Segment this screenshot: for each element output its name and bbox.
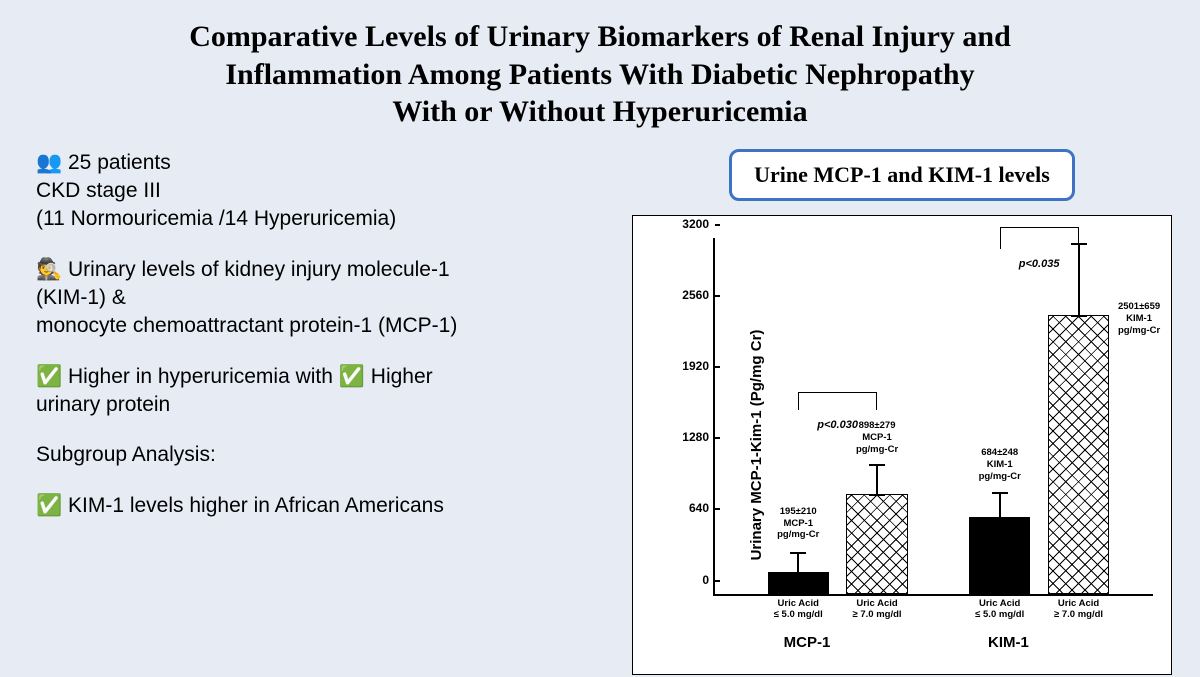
group-label: MCP-1 <box>784 594 831 651</box>
value-label: 195±210MCP-1pg/mg-Cr <box>777 506 819 542</box>
chart-title: Urine MCP-1 and KIM-1 levels <box>754 162 1050 187</box>
group-label: KIM-1 <box>988 594 1029 651</box>
title-line-1: Comparative Levels of Urinary Biomarkers… <box>189 20 1011 53</box>
bar <box>1048 315 1109 593</box>
plot-area: 06401280192025603200Uric Acid≤ 5.0 mg/dl… <box>713 238 1153 596</box>
x-tick-label: Uric Acid≥ 7.0 mg/dl <box>853 594 902 622</box>
title-line-3: With or Without Hyperuricemia <box>392 95 807 128</box>
chart-title-box: Urine MCP-1 and KIM-1 levels <box>729 149 1075 201</box>
value-label: 898±279MCP-1pg/mg-Cr <box>856 420 898 456</box>
y-tick: 1920 <box>682 359 715 373</box>
p-value-label: p<0.030 <box>817 419 858 431</box>
bar <box>768 572 829 594</box>
y-tick: 3200 <box>682 217 715 231</box>
check-icon: ✅ <box>36 494 62 517</box>
error-bar <box>797 552 799 573</box>
y-tick: 1280 <box>682 430 715 444</box>
chart-panel: Urine MCP-1 and KIM-1 levels Urinary MCP… <box>632 149 1172 675</box>
bar <box>969 517 1030 593</box>
bar-chart: Urinary MCP-1-Kim-1 (Pg/mg Cr) 064012801… <box>632 215 1172 675</box>
bar <box>846 494 907 594</box>
error-bar <box>999 492 1001 519</box>
summary-panel: 👥 25 patients CKD stage III (11 Normouri… <box>36 149 608 675</box>
title-line-2: Inflammation Among Patients With Diabeti… <box>225 58 974 91</box>
value-label: 684±248KIM-1pg/mg-Cr <box>979 447 1021 483</box>
error-bar <box>1078 243 1080 316</box>
y-tick: 2560 <box>682 288 715 302</box>
y-tick: 0 <box>702 573 715 587</box>
hyperuricemia-point: ✅ Higher in hyperuricemia with ✅ Higher … <box>36 363 608 420</box>
people-icon: 👥 <box>36 151 62 174</box>
error-bar <box>876 464 878 494</box>
patients-point: 👥 25 patients CKD stage III (11 Normouri… <box>36 149 608 234</box>
subgroup-point: ✅ KIM-1 levels higher in African America… <box>36 492 608 520</box>
value-label: 2501±659KIM-1pg/mg-Cr <box>1118 301 1160 337</box>
y-tick: 640 <box>689 501 715 515</box>
significance-bracket <box>1000 227 1079 249</box>
p-value-label: p<0.035 <box>1019 258 1060 270</box>
x-tick-label: Uric Acid≥ 7.0 mg/dl <box>1054 594 1103 622</box>
detective-icon: 🕵️ <box>36 258 62 281</box>
biomarkers-point: 🕵️ Urinary levels of kidney injury molec… <box>36 256 608 341</box>
check-icon: ✅ <box>339 365 365 388</box>
significance-bracket <box>798 392 877 410</box>
check-icon: ✅ <box>36 365 62 388</box>
page-title: Comparative Levels of Urinary Biomarkers… <box>0 0 1200 141</box>
subgroup-heading: Subgroup Analysis: <box>36 441 608 469</box>
